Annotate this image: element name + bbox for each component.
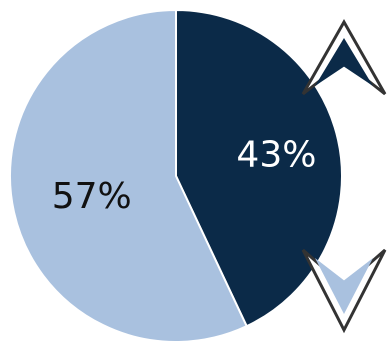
up-arrow-icon <box>301 18 387 96</box>
pie-slice-43 <box>175 8 343 328</box>
pie-labels: 43% 57% <box>52 135 317 217</box>
pie-slice-57 <box>9 8 249 341</box>
down-arrow-icon-fill <box>315 258 373 314</box>
up-arrow-icon-fill <box>315 38 373 86</box>
slice-label-43: 43% <box>236 135 316 176</box>
slice-label-57: 57% <box>52 176 132 217</box>
down-arrow-icon <box>301 248 387 334</box>
pie-slices <box>9 8 343 341</box>
